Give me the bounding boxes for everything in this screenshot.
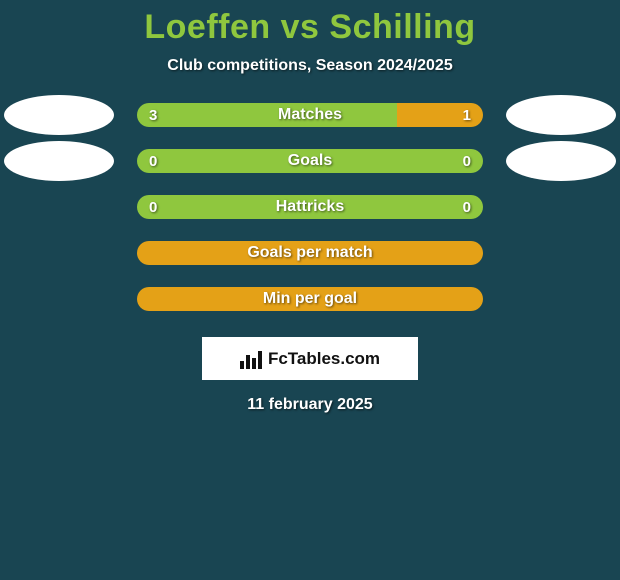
stat-value-right: 0 xyxy=(463,149,471,173)
stat-bar: Min per goal xyxy=(137,287,483,311)
player-avatar-left xyxy=(4,141,114,181)
stat-label: Hattricks xyxy=(137,195,483,219)
stat-bar: Matches3 1 xyxy=(137,103,483,127)
stat-rows: Matches31Goals00Hattricks00Goals per mat… xyxy=(0,103,620,333)
stat-value-left: 0 xyxy=(149,195,157,219)
title-vs: vs xyxy=(281,8,320,46)
stat-row: Hattricks0 0 xyxy=(0,195,620,219)
player-avatar-right xyxy=(506,141,616,181)
stat-label: Min per goal xyxy=(137,287,483,311)
player-avatar-left xyxy=(4,95,114,135)
stat-label: Goals xyxy=(137,149,483,173)
stat-value-right: 0 xyxy=(463,195,471,219)
stat-row: Goals0 0 xyxy=(0,149,620,173)
comparison-infographic: Loeffen vs Schilling Club competitions, … xyxy=(0,0,620,580)
stat-value-left: 0 xyxy=(149,149,157,173)
stat-label: Goals per match xyxy=(137,241,483,265)
stat-row: Goals per match xyxy=(0,241,620,265)
stat-value-right: 1 xyxy=(463,103,471,127)
stat-value-left: 3 xyxy=(149,103,157,127)
brand-box: FcTables.com xyxy=(202,337,418,380)
title-player-left: Loeffen xyxy=(144,8,270,46)
bars-icon xyxy=(240,349,262,369)
stat-row: Min per goal xyxy=(0,287,620,311)
stat-bar: Hattricks0 0 xyxy=(137,195,483,219)
footer-date: 11 february 2025 xyxy=(247,396,372,414)
brand-text: FcTables.com xyxy=(268,349,380,369)
stat-row: Matches3 1 xyxy=(0,103,620,127)
subtitle: Club competitions, Season 2024/2025 xyxy=(167,57,452,75)
title-player-right: Schilling xyxy=(329,8,475,46)
player-avatar-right xyxy=(506,95,616,135)
stat-bar: Goals per match xyxy=(137,241,483,265)
stat-bar: Goals0 0 xyxy=(137,149,483,173)
stat-label: Matches xyxy=(137,103,483,127)
page-title: Loeffen vs Schilling xyxy=(144,8,475,47)
